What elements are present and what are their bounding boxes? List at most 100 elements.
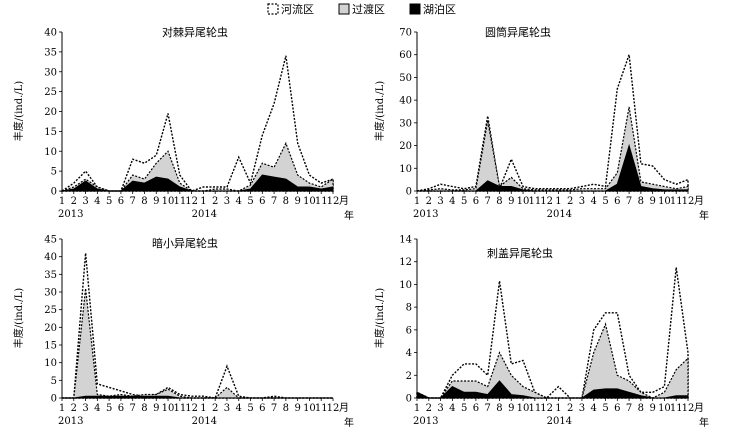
x-tick-label: 10 (303, 403, 316, 414)
y-tick-label: 10 (44, 147, 57, 158)
x-tick-label: 8 (283, 196, 289, 207)
x-tick-label: 5 (106, 403, 112, 414)
x-tick-label: 4 (591, 196, 597, 207)
chart-title: 对棘异尾轮虫 (162, 25, 228, 39)
x-tick-label: 8 (496, 196, 502, 207)
x-unit-year: 年 (699, 416, 709, 429)
x-tick-label: 6 (118, 403, 124, 414)
series-river-area (62, 253, 333, 399)
x-tick-label: 9 (153, 403, 159, 414)
x-tick-label: 3 (224, 403, 230, 414)
x-unit-year: 年 (344, 416, 354, 429)
y-tick-label: 45 (44, 235, 57, 246)
x-tick-label: 4 (449, 196, 455, 207)
x-tick-label: 7 (130, 196, 136, 207)
y-tick-label: 35 (44, 47, 57, 58)
y-tick-label: 10 (399, 280, 412, 291)
y-tick-label: 0 (406, 394, 412, 405)
x-tick-label: 11 (528, 403, 541, 414)
chart-title: 暗小异尾轮虫 (152, 236, 218, 250)
x-tick-label: 1 (555, 403, 561, 414)
y-tick-label: 15 (44, 341, 57, 352)
x-tick-label: 1 (59, 403, 65, 414)
y-tick-label: 35 (44, 270, 57, 281)
x-tick-label: 4 (449, 403, 455, 414)
y-tick-label: 25 (44, 305, 57, 316)
x-tick-label: 9 (649, 403, 655, 414)
x-tick-label: 4 (94, 403, 100, 414)
x-tick-label: 9 (294, 196, 300, 207)
y-tick-label: 0 (51, 394, 57, 405)
x-tick-label: 5 (106, 196, 112, 207)
chart-title: 圆筒异尾轮虫 (485, 25, 551, 39)
x-tick-label: 5 (461, 403, 467, 414)
x-tick-label: 5 (602, 403, 608, 414)
x-tick-label: 3 (82, 403, 88, 414)
x-tick-label: 8 (283, 403, 289, 414)
legend-item-lake: 湖泊区 (409, 3, 456, 16)
x-tick-label: 7 (626, 196, 632, 207)
x-tick-label: 7 (271, 196, 277, 207)
series-river-area (416, 54, 689, 192)
x-tick-label: 3 (437, 403, 443, 414)
x-tick-label: 6 (259, 196, 265, 207)
x-tick-label: 6 (118, 196, 124, 207)
x-tick-label: 7 (626, 403, 632, 414)
x-tick-label: 8 (141, 196, 147, 207)
y-tick-label: 5 (51, 376, 57, 387)
x-tick-label: 10 (658, 403, 671, 414)
x-tick-label: 7 (271, 403, 277, 414)
year-label-2014: 2014 (192, 416, 217, 427)
x-unit-year: 年 (344, 209, 354, 222)
x-tick-label: 10 (517, 196, 530, 207)
legend-swatch-river (267, 3, 279, 15)
x-tick-label: 6 (473, 403, 479, 414)
chart-title: 刺盖异尾轮虫 (487, 246, 553, 260)
x-tick-label: 11 (528, 196, 541, 207)
x-tick-label: 11 (670, 196, 683, 207)
y-tick-label: 30 (399, 118, 412, 129)
x-tick-label: 12 (327, 196, 340, 207)
x-tick-label: 8 (496, 403, 502, 414)
legend-item-river: 河流区 (267, 2, 314, 16)
year-label-2013: 2013 (413, 209, 438, 220)
x-tick-label: 5 (602, 196, 608, 207)
x-tick-label: 11 (173, 196, 186, 207)
x-tick-label: 10 (303, 196, 316, 207)
x-tick-label: 12 (540, 403, 553, 414)
x-tick-label: 5 (461, 196, 467, 207)
y-tick-label: 10 (399, 164, 412, 175)
x-tick-label: 2 (71, 196, 77, 207)
y-tick-label: 50 (399, 73, 412, 84)
series-river-area (416, 267, 689, 399)
x-tick-label: 7 (485, 403, 491, 414)
y-axis-label: 丰度/(ind./L) (373, 288, 386, 348)
x-unit-month: 月 (694, 402, 704, 414)
x-tick-label: 2 (426, 196, 432, 207)
legend: 河流区 过渡区 湖泊区 (267, 2, 456, 16)
legend-swatch-lake (409, 3, 421, 15)
y-tick-label: 40 (399, 96, 412, 107)
series-transition-area (416, 322, 689, 399)
y-tick-label: 4 (406, 348, 412, 359)
x-tick-label: 2 (212, 196, 218, 207)
y-tick-label: 6 (406, 325, 412, 336)
y-tick-label: 0 (406, 187, 412, 198)
y-tick-label: 10 (44, 358, 57, 369)
x-tick-label: 1 (200, 196, 206, 207)
x-tick-label: 8 (141, 403, 147, 414)
y-tick-label: 5 (51, 167, 57, 178)
x-tick-label: 6 (473, 196, 479, 207)
x-tick-label: 3 (579, 403, 585, 414)
x-tick-label: 4 (94, 196, 100, 207)
year-label-2014: 2014 (192, 209, 217, 220)
x-tick-label: 10 (517, 403, 530, 414)
x-tick-label: 2 (212, 403, 218, 414)
x-tick-label: 1 (414, 196, 420, 207)
y-axis-label: 丰度/(ind./L) (373, 81, 386, 141)
